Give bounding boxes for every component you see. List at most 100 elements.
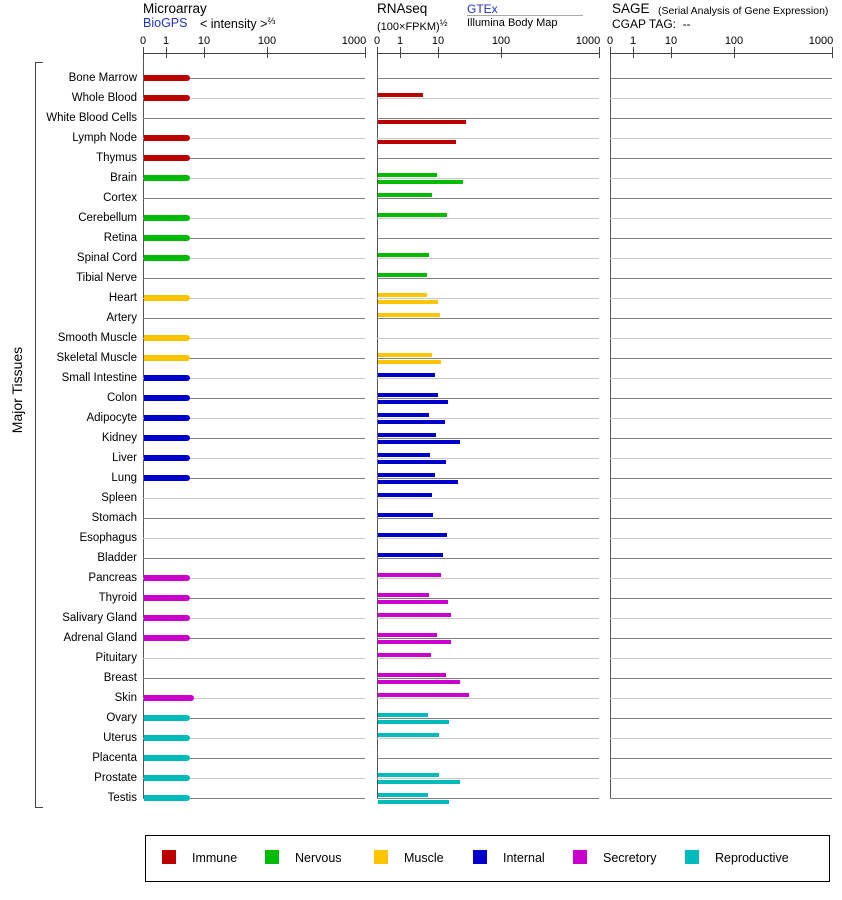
legend-swatch-reproductive bbox=[685, 850, 699, 864]
biogps-link[interactable]: BioGPS bbox=[143, 16, 188, 30]
axis-tick bbox=[832, 47, 833, 58]
microarray-bar bbox=[144, 235, 191, 241]
gtex-bar bbox=[378, 513, 434, 517]
illumina-bar bbox=[378, 180, 463, 184]
microarray-scale-note: < intensity >⅔ bbox=[200, 16, 275, 31]
panel-left-border-0 bbox=[143, 53, 144, 799]
row-baseline bbox=[143, 258, 365, 259]
axis-tick bbox=[267, 47, 268, 58]
tissue-label: Cortex bbox=[103, 192, 137, 204]
row-baseline bbox=[143, 678, 365, 679]
axis-tick bbox=[734, 47, 735, 58]
gtex-bar bbox=[378, 213, 447, 217]
row-baseline bbox=[610, 158, 832, 159]
row-baseline bbox=[377, 758, 599, 759]
row-baseline bbox=[610, 178, 832, 179]
tissue-label: Artery bbox=[106, 312, 137, 324]
axis-tick-label: 10 bbox=[197, 35, 211, 47]
row-baseline bbox=[143, 118, 365, 119]
microarray-scale-text: < intensity > bbox=[200, 17, 268, 31]
row-baseline bbox=[143, 778, 365, 779]
microarray-bar bbox=[144, 95, 191, 101]
illumina-bar bbox=[378, 140, 456, 144]
legend-label-nervous: Nervous bbox=[295, 851, 342, 865]
row-baseline bbox=[377, 678, 599, 679]
row-baseline bbox=[143, 278, 365, 279]
axis-tick-label: 10 bbox=[431, 35, 445, 47]
gtex-bar bbox=[378, 353, 433, 357]
illumina-bar bbox=[378, 720, 449, 724]
row-baseline bbox=[143, 138, 365, 139]
illumina-bar bbox=[378, 600, 448, 604]
row-baseline bbox=[610, 758, 832, 759]
illumina-bar bbox=[378, 460, 446, 464]
gtex-link[interactable]: GTEx bbox=[467, 2, 498, 16]
row-baseline bbox=[143, 718, 365, 719]
row-baseline bbox=[143, 418, 365, 419]
tissue-label: Kidney bbox=[101, 432, 137, 444]
tissue-label: Placenta bbox=[92, 752, 137, 764]
gtex-bar bbox=[378, 733, 440, 737]
row-baseline bbox=[143, 538, 365, 539]
row-baseline bbox=[377, 278, 599, 279]
tissue-label: Uterus bbox=[103, 732, 137, 744]
row-baseline bbox=[143, 398, 365, 399]
row-baseline bbox=[610, 638, 832, 639]
illumina-bar bbox=[378, 440, 460, 444]
microarray-bar bbox=[144, 755, 191, 761]
row-baseline bbox=[143, 498, 365, 499]
row-baseline bbox=[143, 638, 365, 639]
row-baseline bbox=[143, 218, 365, 219]
row-baseline bbox=[610, 218, 832, 219]
illumina-bar bbox=[378, 800, 449, 804]
row-baseline bbox=[377, 558, 599, 559]
legend-label-reproductive: Reproductive bbox=[715, 851, 789, 865]
row-baseline bbox=[610, 738, 832, 739]
row-baseline bbox=[610, 598, 832, 599]
row-baseline bbox=[377, 98, 599, 99]
row-baseline bbox=[377, 378, 599, 379]
microarray-bar bbox=[144, 355, 191, 361]
row-baseline bbox=[377, 778, 599, 779]
axis-tick bbox=[204, 47, 205, 58]
row-baseline bbox=[610, 378, 832, 379]
microarray-bar bbox=[144, 635, 191, 641]
row-baseline bbox=[143, 458, 365, 459]
illumina-bar bbox=[378, 400, 448, 404]
row-baseline bbox=[143, 198, 365, 199]
row-baseline bbox=[377, 478, 599, 479]
row-baseline bbox=[377, 538, 599, 539]
microarray-bar bbox=[144, 795, 191, 801]
row-baseline bbox=[610, 538, 832, 539]
row-baseline bbox=[143, 338, 365, 339]
rnaseq-unit: (100×FPKM)½ bbox=[377, 17, 448, 34]
row-baseline bbox=[143, 698, 365, 699]
tissue-label: Testis bbox=[107, 792, 137, 804]
gtex-bar bbox=[378, 313, 441, 317]
row-baseline bbox=[610, 698, 832, 699]
axis-tick-label: 1000 bbox=[808, 35, 834, 47]
illumina-bar bbox=[378, 680, 460, 684]
cgap-tag-label: CGAP TAG: -- bbox=[612, 17, 691, 31]
tissue-label: Pituitary bbox=[95, 652, 137, 664]
axis-line-panel-2 bbox=[610, 53, 833, 54]
row-baseline bbox=[610, 798, 832, 799]
tissue-label: Spleen bbox=[101, 492, 137, 504]
microarray-bar bbox=[144, 435, 191, 441]
row-baseline bbox=[377, 418, 599, 419]
legend-label-muscle: Muscle bbox=[404, 851, 444, 865]
legend-label-internal: Internal bbox=[503, 851, 545, 865]
row-baseline bbox=[610, 298, 832, 299]
gtex-bar bbox=[378, 433, 436, 437]
row-baseline bbox=[610, 438, 832, 439]
row-baseline bbox=[610, 338, 832, 339]
row-baseline bbox=[377, 798, 599, 799]
axis-tick bbox=[501, 47, 502, 58]
bracket-top-arm bbox=[35, 62, 43, 63]
gtex-bar bbox=[378, 293, 427, 297]
row-baseline bbox=[610, 118, 832, 119]
microarray-bar bbox=[144, 255, 191, 261]
gtex-bar bbox=[378, 193, 433, 197]
row-baseline bbox=[377, 698, 599, 699]
gtex-bar bbox=[378, 593, 429, 597]
